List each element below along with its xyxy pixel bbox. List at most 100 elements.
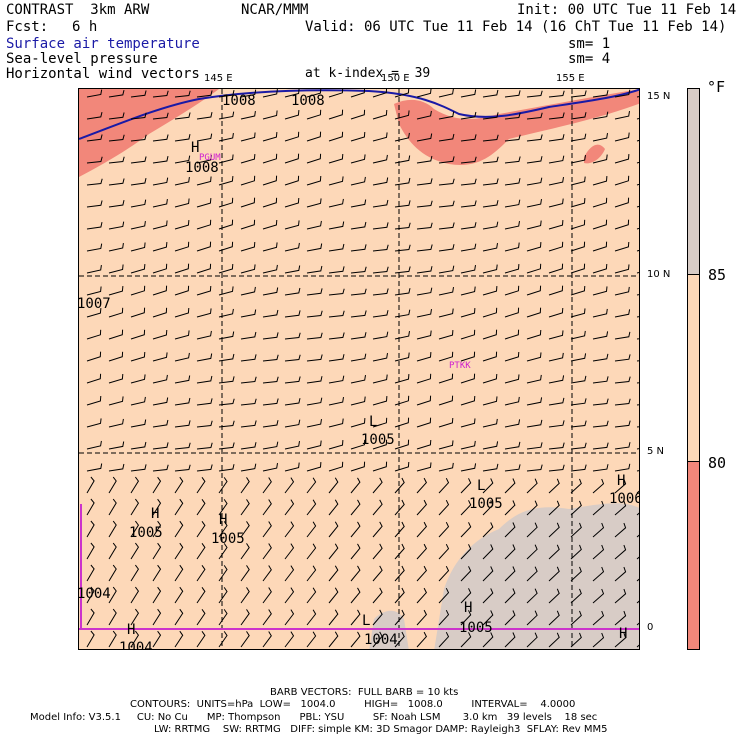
wind-barb — [196, 90, 213, 98]
wind-barb — [174, 586, 184, 604]
wind-barb — [526, 112, 543, 120]
wind-barb — [592, 219, 608, 230]
lat-label: 5 N — [647, 446, 665, 457]
wind-barb — [108, 630, 117, 648]
wind-barb — [262, 197, 278, 208]
wind-barb — [306, 376, 323, 384]
wind-barb — [108, 221, 125, 230]
wind-barb — [196, 330, 212, 340]
wind-barb — [86, 221, 103, 230]
wind-barb — [262, 219, 278, 230]
wind-barb — [394, 309, 411, 318]
wind-barb — [108, 286, 124, 296]
wind-barb — [240, 442, 257, 450]
wind-barb — [482, 588, 494, 604]
wind-barb — [284, 89, 300, 98]
wind-barb — [152, 134, 169, 142]
wind-barb — [482, 478, 494, 494]
wind-barb — [306, 419, 322, 428]
wind-barb — [504, 632, 516, 648]
wind-barb — [636, 227, 639, 230]
wind-barb — [240, 331, 257, 340]
wind-barb — [174, 330, 190, 340]
wind-barb — [218, 464, 235, 472]
wind-barb — [526, 177, 543, 186]
wind-barb — [614, 463, 631, 472]
wind-barb — [152, 498, 162, 516]
wind-barb — [174, 220, 190, 230]
pressure-center: H — [617, 473, 626, 489]
wind-barb — [130, 520, 140, 538]
wind-barb — [262, 398, 279, 406]
wind-barb — [482, 463, 499, 472]
wind-barb — [438, 609, 450, 626]
wind-barb — [174, 352, 190, 362]
wind-barb — [306, 609, 317, 626]
wind-barb — [108, 463, 125, 472]
isobar-label: 1008 — [222, 93, 256, 109]
wind-barb — [482, 178, 499, 186]
wind-barb — [614, 478, 627, 494]
wind-barb — [416, 439, 432, 450]
wind-barb — [284, 565, 295, 582]
wind-barb — [240, 499, 250, 516]
wind-barb — [504, 419, 521, 428]
wind-barb — [240, 521, 250, 538]
wind-barb — [614, 588, 627, 604]
wind-barb — [174, 542, 184, 560]
wind-barb — [152, 630, 162, 648]
pressure-center: L — [477, 478, 486, 494]
wind-barb — [372, 396, 388, 406]
wind-barb — [482, 522, 494, 538]
wind-barb — [328, 631, 339, 648]
wind-barb — [196, 464, 213, 472]
wind-barb — [306, 89, 322, 98]
wind-barb — [350, 631, 361, 648]
wind-barb — [438, 373, 454, 384]
wind-barb — [218, 154, 234, 164]
wind-barb — [438, 111, 455, 120]
wind-barb — [130, 396, 146, 406]
wind-barb — [174, 285, 190, 296]
wind-barb — [394, 565, 405, 582]
wind-barb — [394, 222, 411, 230]
wind-barb — [108, 564, 117, 582]
wind-barb — [570, 375, 587, 384]
isobar-label: 1005 — [211, 531, 245, 547]
wind-barb — [614, 442, 631, 450]
wind-barb — [328, 176, 344, 186]
wind-barb — [438, 222, 455, 230]
wind-barb — [438, 156, 455, 164]
station-label: PGUM — [199, 153, 221, 163]
wind-barb — [526, 500, 538, 516]
wind-barb — [548, 285, 564, 296]
wind-barb — [636, 404, 639, 406]
wind-barb — [614, 175, 630, 186]
wind-barb — [570, 155, 586, 164]
wind-barb — [548, 177, 564, 186]
wind-barb — [174, 375, 191, 384]
wind-barb — [108, 178, 125, 186]
wind-barb — [174, 608, 184, 626]
wind-barb — [570, 478, 582, 494]
wind-barb — [548, 632, 560, 648]
wind-barb — [372, 417, 388, 428]
wind-barb — [416, 200, 433, 208]
wind-barb — [526, 566, 538, 582]
wind-barb — [196, 111, 213, 120]
wind-barb — [504, 285, 520, 296]
wind-barb — [350, 176, 366, 186]
wind-barb — [482, 307, 498, 318]
wind-barb — [636, 360, 639, 362]
pressure-center: L — [369, 414, 378, 430]
wind-barb — [218, 331, 235, 340]
wind-barb — [482, 441, 499, 450]
wind-barb — [416, 178, 433, 186]
wind-barb — [284, 499, 295, 516]
wind-barb — [526, 242, 542, 252]
wind-barb — [416, 543, 428, 560]
wind-barb — [636, 470, 639, 472]
valid-time: Valid: 06 UTC Tue 11 Feb 14 (16 ChT Tue … — [305, 19, 727, 35]
wind-barb — [372, 521, 383, 538]
wind-barb — [306, 175, 322, 186]
